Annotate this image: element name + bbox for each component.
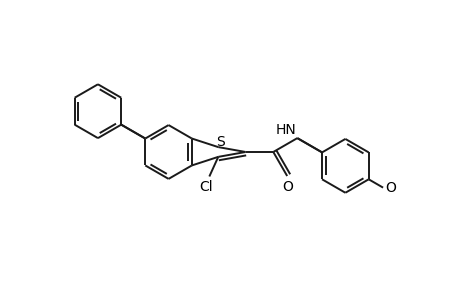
Text: Cl: Cl [199,180,213,194]
Text: O: O [282,180,293,194]
Text: O: O [384,181,395,195]
Text: HN: HN [275,123,296,137]
Text: S: S [215,135,224,149]
